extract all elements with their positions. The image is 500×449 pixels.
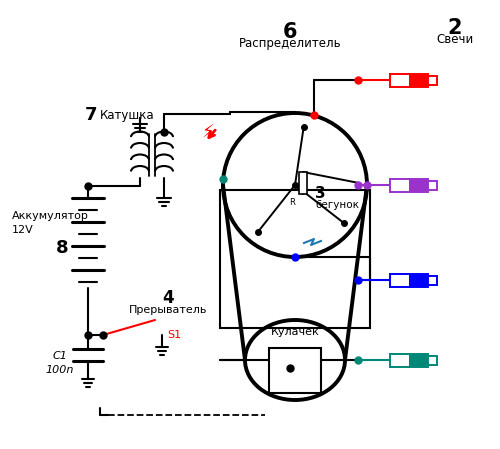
Bar	[299, 172, 307, 194]
Bar	[410, 179, 428, 192]
Text: бегунок: бегунок	[315, 200, 359, 210]
Text: Катушка: Катушка	[100, 109, 154, 122]
Text: Аккумулятор
12V: Аккумулятор 12V	[12, 211, 89, 234]
Text: R: R	[289, 198, 295, 207]
Text: 6: 6	[283, 22, 297, 42]
Text: Распределитель: Распределитель	[238, 37, 342, 50]
Bar	[428, 356, 437, 365]
Text: 7: 7	[84, 106, 97, 124]
Text: C1
100n: C1 100n	[46, 352, 74, 374]
Text: S1: S1	[167, 330, 181, 340]
Bar	[269, 348, 321, 393]
Bar	[410, 74, 428, 87]
Text: •5: •5	[294, 363, 311, 377]
Bar	[410, 273, 428, 286]
Text: 8: 8	[56, 239, 68, 257]
Text: Кулачёк: Кулачёк	[270, 327, 320, 337]
Bar	[410, 353, 428, 366]
Bar	[428, 276, 437, 285]
Text: ⚡: ⚡	[202, 124, 214, 142]
Bar	[390, 74, 410, 87]
Bar	[390, 179, 410, 192]
Bar	[390, 273, 410, 286]
Bar	[390, 353, 410, 366]
Text: Свечи: Свечи	[436, 33, 474, 46]
Text: 4: 4	[162, 289, 174, 307]
Bar	[220, 190, 370, 328]
Bar	[428, 75, 437, 84]
Text: 3: 3	[315, 185, 326, 201]
Bar	[428, 180, 437, 189]
Text: 2: 2	[448, 18, 462, 38]
Text: Прерыватель: Прерыватель	[129, 305, 207, 315]
